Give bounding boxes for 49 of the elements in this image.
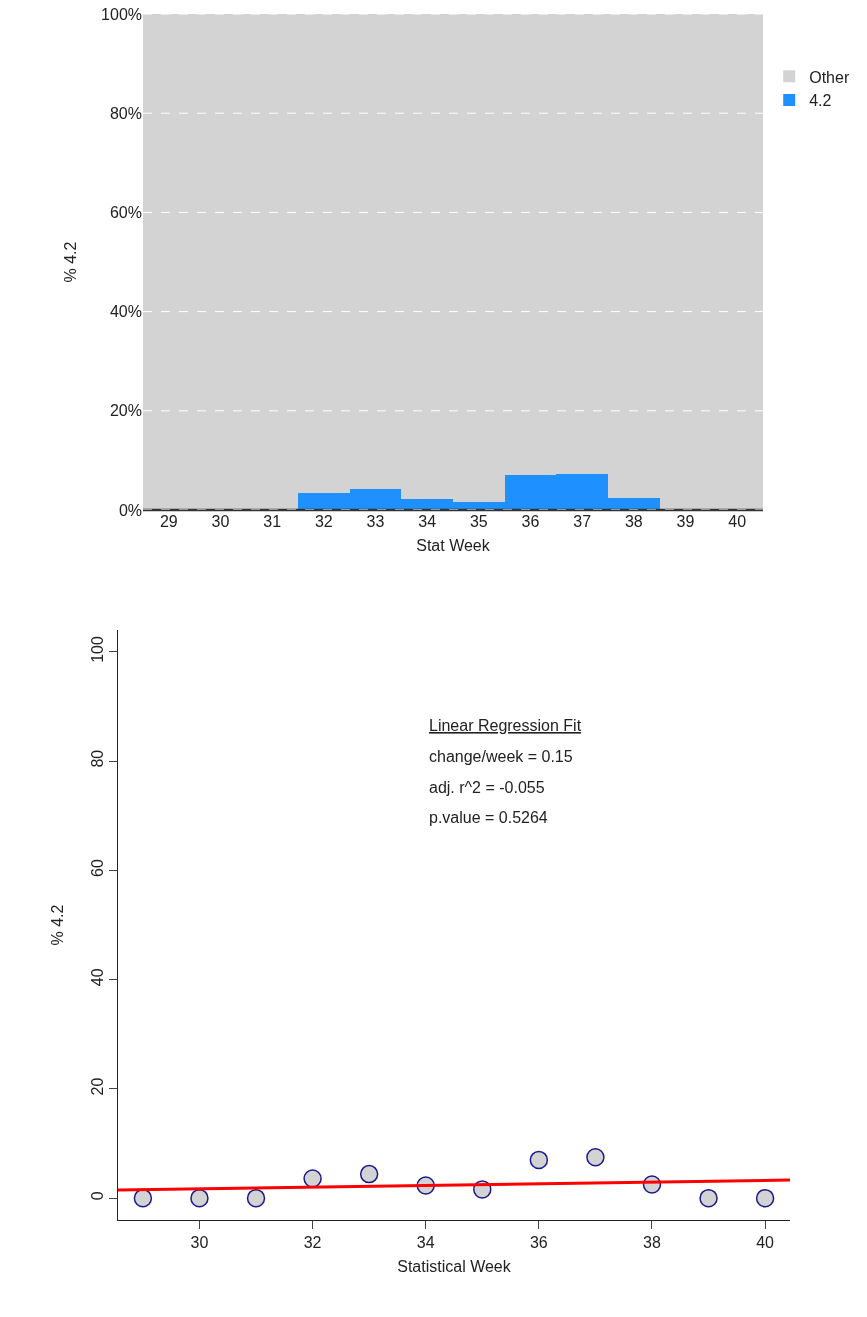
x-tick-label: 32 — [303, 1234, 322, 1252]
annotation: adj. r^2 = -0.055 — [429, 779, 545, 796]
annotation: change/week = 0.15 — [429, 748, 573, 765]
x-tick-label: 37 — [573, 513, 592, 530]
legend-label: Other — [809, 68, 850, 86]
point — [303, 1169, 322, 1188]
annotation: p.value = 0.5264 — [429, 809, 548, 826]
x-tick-label: 36 — [529, 1234, 548, 1252]
x-tick-label: 32 — [314, 513, 333, 530]
y-tick-label: 60 — [88, 858, 106, 877]
x-tick-label: 40 — [756, 1234, 775, 1252]
y-tick-label: 20 — [88, 1077, 106, 1096]
y-tick-label: 0% — [118, 501, 142, 519]
y-axis-title: % 4.2 — [61, 241, 79, 283]
x-tick-label: 30 — [211, 513, 230, 530]
y-tick-label: 0 — [88, 1191, 106, 1201]
legend-label: 4.2 — [809, 92, 832, 110]
point — [359, 1164, 379, 1184]
point — [529, 1150, 549, 1170]
point — [586, 1147, 605, 1167]
x-tick-label: 38 — [643, 1234, 661, 1252]
point — [246, 1188, 266, 1208]
x-tick-label: 34 — [418, 513, 437, 530]
y-axis-title: % 4.2 — [49, 904, 67, 946]
point — [699, 1188, 718, 1208]
y-tick-label: 80% — [109, 104, 142, 122]
point — [133, 1188, 153, 1208]
y-tick-label: 60% — [109, 204, 142, 221]
point — [190, 1188, 209, 1208]
x-tick-label: 39 — [676, 513, 695, 530]
x-tick-label: 33 — [366, 513, 385, 530]
x-tick-label: 30 — [190, 1234, 209, 1252]
y-tick-label: 20% — [109, 402, 142, 420]
y-tick-label: 40% — [109, 303, 142, 321]
x-tick-label: 36 — [521, 513, 540, 530]
y-tick-label: 80 — [88, 749, 106, 768]
x-tick-label: 34 — [416, 1234, 435, 1252]
x-tick-label: 29 — [159, 513, 178, 530]
y-tick-label: 100 — [88, 636, 106, 663]
point — [755, 1188, 775, 1208]
x-axis-title: Statistical Week — [397, 1257, 512, 1275]
x-tick-label: 38 — [624, 513, 643, 530]
y-tick-label: 40 — [88, 968, 106, 987]
x-tick-label: 31 — [263, 513, 282, 530]
y-tick-label: 100% — [101, 5, 142, 23]
x-tick-label: 40 — [728, 513, 747, 530]
x-tick-label: 35 — [469, 513, 488, 530]
x-axis-title: Stat Week — [416, 536, 491, 554]
annotation: Linear Regression Fit — [429, 717, 582, 734]
